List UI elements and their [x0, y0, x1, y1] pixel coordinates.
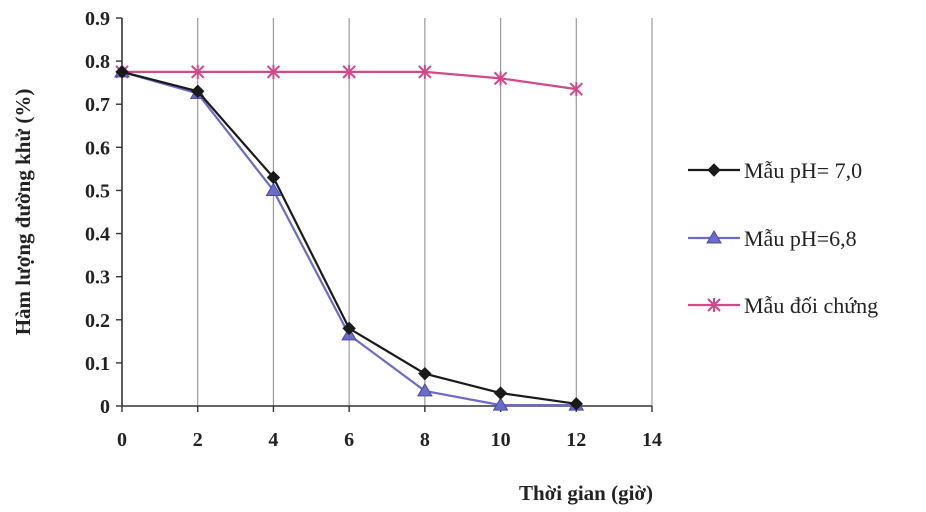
data-point-0-5: [493, 386, 508, 400]
series-group: [114, 63, 585, 411]
data-point-1-4: [416, 382, 433, 397]
legend-marker-2: [707, 298, 721, 312]
data-point-0-0: [115, 65, 129, 79]
y-tick-label-0.2: 0.2: [85, 310, 110, 332]
y-tick-label-0.4: 0.4: [85, 224, 110, 246]
x-tick-label-0: 0: [117, 429, 127, 451]
data-point-0-2: [266, 170, 281, 185]
data-point-2-4: [418, 64, 432, 79]
series-0: [115, 65, 583, 411]
legend-item-1: Mẫu pH=6,8: [688, 226, 857, 251]
legend-item-0: Mẫu pH= 7,0: [688, 158, 862, 183]
legend-marker-0: [707, 163, 721, 177]
axes: [116, 17, 653, 412]
data-point-2-3: [342, 64, 356, 79]
tick-labels: 0 0.1 0.2 0.3 0.4 0.5 0.6 0.7 0.8 0.9 0 2 4 6 8 10 12 14: [85, 8, 662, 451]
x-tick-label-14: 14: [642, 429, 662, 451]
x-tick-label-2: 2: [193, 429, 203, 451]
legend-label-0: Mẫu pH= 7,0: [744, 158, 862, 183]
data-point-0-1: [191, 84, 205, 98]
data-point-2-5: [493, 71, 508, 86]
data-point-1-2: [265, 182, 282, 196]
data-point-1-5: [492, 397, 509, 411]
data-point-0-4: [418, 366, 432, 381]
x-tick-label-6: 6: [344, 429, 354, 451]
data-point-2-6: [569, 82, 583, 97]
y-tick-label-0.6: 0.6: [85, 137, 110, 159]
data-point-2-1: [191, 64, 205, 79]
y-tick-label-0.3: 0.3: [85, 267, 110, 289]
data-point-2-2: [266, 64, 281, 79]
x-tick-label-4: 4: [268, 429, 278, 451]
y-tick-label-0.1: 0.1: [85, 353, 110, 375]
y-tick-label-0: 0: [100, 396, 110, 418]
y-axis-title: Hàm lượng đường khử (%): [11, 89, 35, 336]
data-point-0-6: [569, 397, 583, 411]
y-tick-label-0.9: 0.9: [85, 8, 110, 30]
y-tick-label-0.7: 0.7: [85, 94, 110, 116]
x-tick-label-12: 12: [566, 429, 586, 451]
y-tick-label-0.8: 0.8: [85, 51, 110, 73]
legend-label-2: Mẫu đối chứng: [744, 293, 878, 318]
x-tick-label-10: 10: [491, 429, 511, 451]
data-point-0-3: [342, 321, 356, 336]
legend-marker-1: [706, 230, 722, 244]
legend-item-2: Mẫu đối chứng: [688, 293, 878, 318]
x-axis-title: Thời gian (giờ): [519, 481, 653, 505]
legend: Mẫu pH= 7,0 Mẫu pH=6,8 Mẫu đối chứng: [688, 158, 878, 318]
y-tick-label-0.5: 0.5: [85, 180, 110, 202]
x-tick-label-8: 8: [420, 429, 430, 451]
legend-label-1: Mẫu pH=6,8: [744, 226, 857, 251]
